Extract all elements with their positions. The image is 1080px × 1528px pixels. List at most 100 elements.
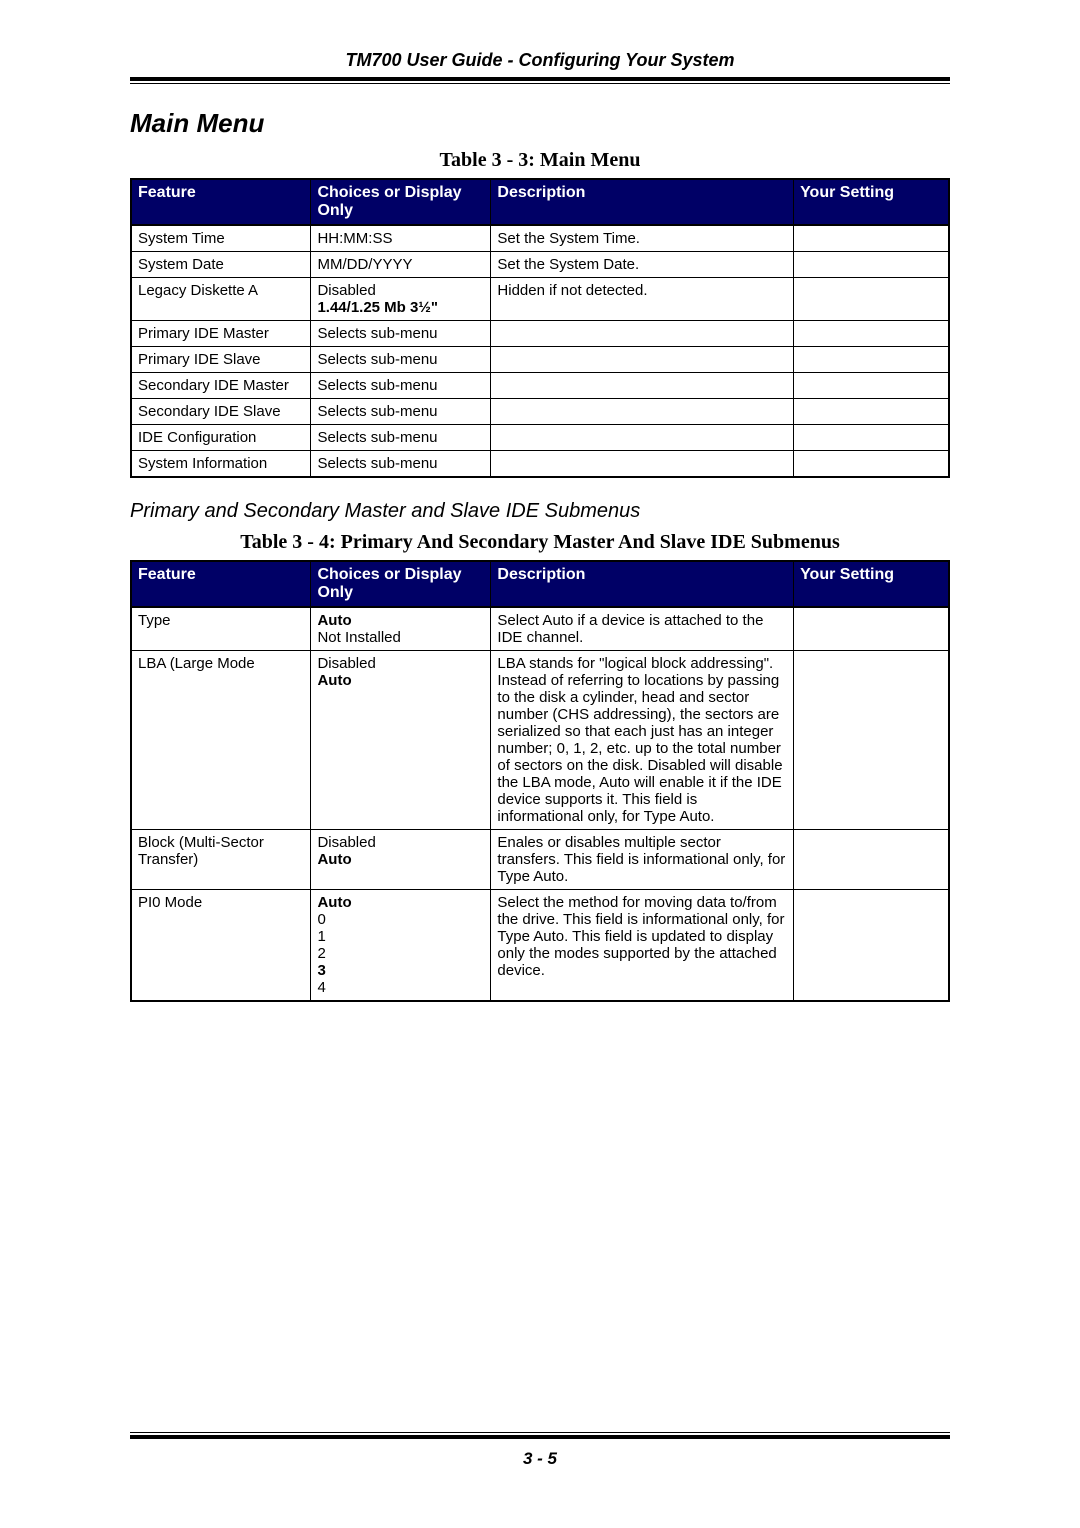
page-number: 3 - 5	[130, 1449, 950, 1469]
col-feature: Feature	[131, 179, 311, 225]
table-row: Legacy Diskette A Disabled 1.44/1.25 Mb …	[131, 278, 949, 321]
cell-choices: MM/DD/YYYY	[311, 252, 491, 278]
table-header-row: Feature Choices or Display Only Descript…	[131, 561, 949, 607]
table-row: Secondary IDE Master Selects sub-menu	[131, 373, 949, 399]
table-3-4-ide-submenus: Feature Choices or Display Only Descript…	[130, 560, 950, 1002]
cell-choices: Selects sub-menu	[311, 425, 491, 451]
cell-setting	[794, 225, 949, 252]
cell-feature: Block (Multi-Sector Transfer)	[131, 830, 311, 890]
table-row: IDE Configuration Selects sub-menu	[131, 425, 949, 451]
footer-rule	[130, 1432, 950, 1439]
choice-plain: 1	[317, 928, 325, 945]
cell-feature: System Information	[131, 451, 311, 478]
cell-setting	[794, 607, 949, 651]
cell-choices: Selects sub-menu	[311, 321, 491, 347]
cell-setting	[794, 399, 949, 425]
table-3-4-caption: Table 3 - 4: Primary And Secondary Maste…	[130, 531, 950, 554]
table-row: System Date MM/DD/YYYY Set the System Da…	[131, 252, 949, 278]
col-feature: Feature	[131, 561, 311, 607]
cell-desc: Enales or disables multiple sector trans…	[491, 830, 794, 890]
cell-desc: Select Auto if a device is attached to t…	[491, 607, 794, 651]
cell-feature: Secondary IDE Master	[131, 373, 311, 399]
cell-desc	[491, 321, 794, 347]
cell-feature: Primary IDE Slave	[131, 347, 311, 373]
choice-bold: Auto	[317, 612, 351, 629]
cell-setting	[794, 651, 949, 830]
cell-feature: System Time	[131, 225, 311, 252]
blank-space	[130, 1002, 950, 1392]
cell-setting	[794, 451, 949, 478]
cell-choices: Auto Not Installed	[311, 607, 491, 651]
cell-desc	[491, 451, 794, 478]
cell-setting	[794, 278, 949, 321]
choice-plain: Not Installed	[317, 629, 400, 646]
choice-plain: Disabled	[317, 655, 375, 672]
cell-feature: IDE Configuration	[131, 425, 311, 451]
col-choices: Choices or Display Only	[311, 561, 491, 607]
cell-choices: Disabled Auto	[311, 651, 491, 830]
table-row: System Information Selects sub-menu	[131, 451, 949, 478]
cell-desc	[491, 347, 794, 373]
cell-desc: Set the System Date.	[491, 252, 794, 278]
cell-feature: Primary IDE Master	[131, 321, 311, 347]
cell-desc	[491, 425, 794, 451]
section-title-main-menu: Main Menu	[130, 108, 950, 139]
cell-choices: Disabled 1.44/1.25 Mb 3½"	[311, 278, 491, 321]
table-row: Primary IDE Slave Selects sub-menu	[131, 347, 949, 373]
cell-choices: HH:MM:SS	[311, 225, 491, 252]
table-row: System Time HH:MM:SS Set the System Time…	[131, 225, 949, 252]
choice-bold: Auto	[317, 851, 351, 868]
table-3-3-main-menu: Feature Choices or Display Only Descript…	[130, 178, 950, 478]
cell-setting	[794, 373, 949, 399]
table-row: LBA (Large Mode Disabled Auto LBA stands…	[131, 651, 949, 830]
cell-feature: Type	[131, 607, 311, 651]
table-header-row: Feature Choices or Display Only Descript…	[131, 179, 949, 225]
cell-setting	[794, 321, 949, 347]
table-row: PI0 Mode Auto 0 1 2 3 4 Select the metho…	[131, 890, 949, 1002]
cell-desc	[491, 399, 794, 425]
choice-bold: 3	[317, 962, 325, 979]
cell-desc: Select the method for moving data to/fro…	[491, 890, 794, 1002]
choice-plain: Disabled	[317, 282, 375, 299]
cell-feature: Secondary IDE Slave	[131, 399, 311, 425]
header-rule	[130, 77, 950, 84]
cell-choices: Disabled Auto	[311, 830, 491, 890]
choice-plain: 0	[317, 911, 325, 928]
cell-feature: System Date	[131, 252, 311, 278]
col-setting: Your Setting	[794, 561, 949, 607]
col-description: Description	[491, 179, 794, 225]
table-3-3-caption: Table 3 - 3: Main Menu	[130, 149, 950, 172]
cell-setting	[794, 830, 949, 890]
choice-bold: Auto	[317, 894, 351, 911]
col-choices: Choices or Display Only	[311, 179, 491, 225]
col-description: Description	[491, 561, 794, 607]
table-row: Block (Multi-Sector Transfer) Disabled A…	[131, 830, 949, 890]
choice-bold: 1.44/1.25 Mb 3½"	[317, 299, 438, 316]
table-row: Primary IDE Master Selects sub-menu	[131, 321, 949, 347]
cell-desc: Hidden if not detected.	[491, 278, 794, 321]
cell-desc: Set the System Time.	[491, 225, 794, 252]
cell-choices: Selects sub-menu	[311, 347, 491, 373]
col-setting: Your Setting	[794, 179, 949, 225]
cell-feature: Legacy Diskette A	[131, 278, 311, 321]
cell-desc	[491, 373, 794, 399]
choice-bold: Auto	[317, 672, 351, 689]
table-row: Type Auto Not Installed Select Auto if a…	[131, 607, 949, 651]
subsection-title-ide-submenus: Primary and Secondary Master and Slave I…	[130, 500, 950, 523]
cell-feature: PI0 Mode	[131, 890, 311, 1002]
cell-setting	[794, 890, 949, 1002]
choice-plain: 2	[317, 945, 325, 962]
cell-choices: Selects sub-menu	[311, 399, 491, 425]
choice-plain: 4	[317, 979, 325, 996]
running-head: TM700 User Guide - Configuring Your Syst…	[130, 50, 950, 77]
cell-feature: LBA (Large Mode	[131, 651, 311, 830]
cell-choices: Auto 0 1 2 3 4	[311, 890, 491, 1002]
choice-plain: Disabled	[317, 834, 375, 851]
cell-choices: Selects sub-menu	[311, 451, 491, 478]
cell-desc: LBA stands for "logical block addressing…	[491, 651, 794, 830]
cell-setting	[794, 252, 949, 278]
table-row: Secondary IDE Slave Selects sub-menu	[131, 399, 949, 425]
cell-setting	[794, 425, 949, 451]
cell-setting	[794, 347, 949, 373]
cell-choices: Selects sub-menu	[311, 373, 491, 399]
